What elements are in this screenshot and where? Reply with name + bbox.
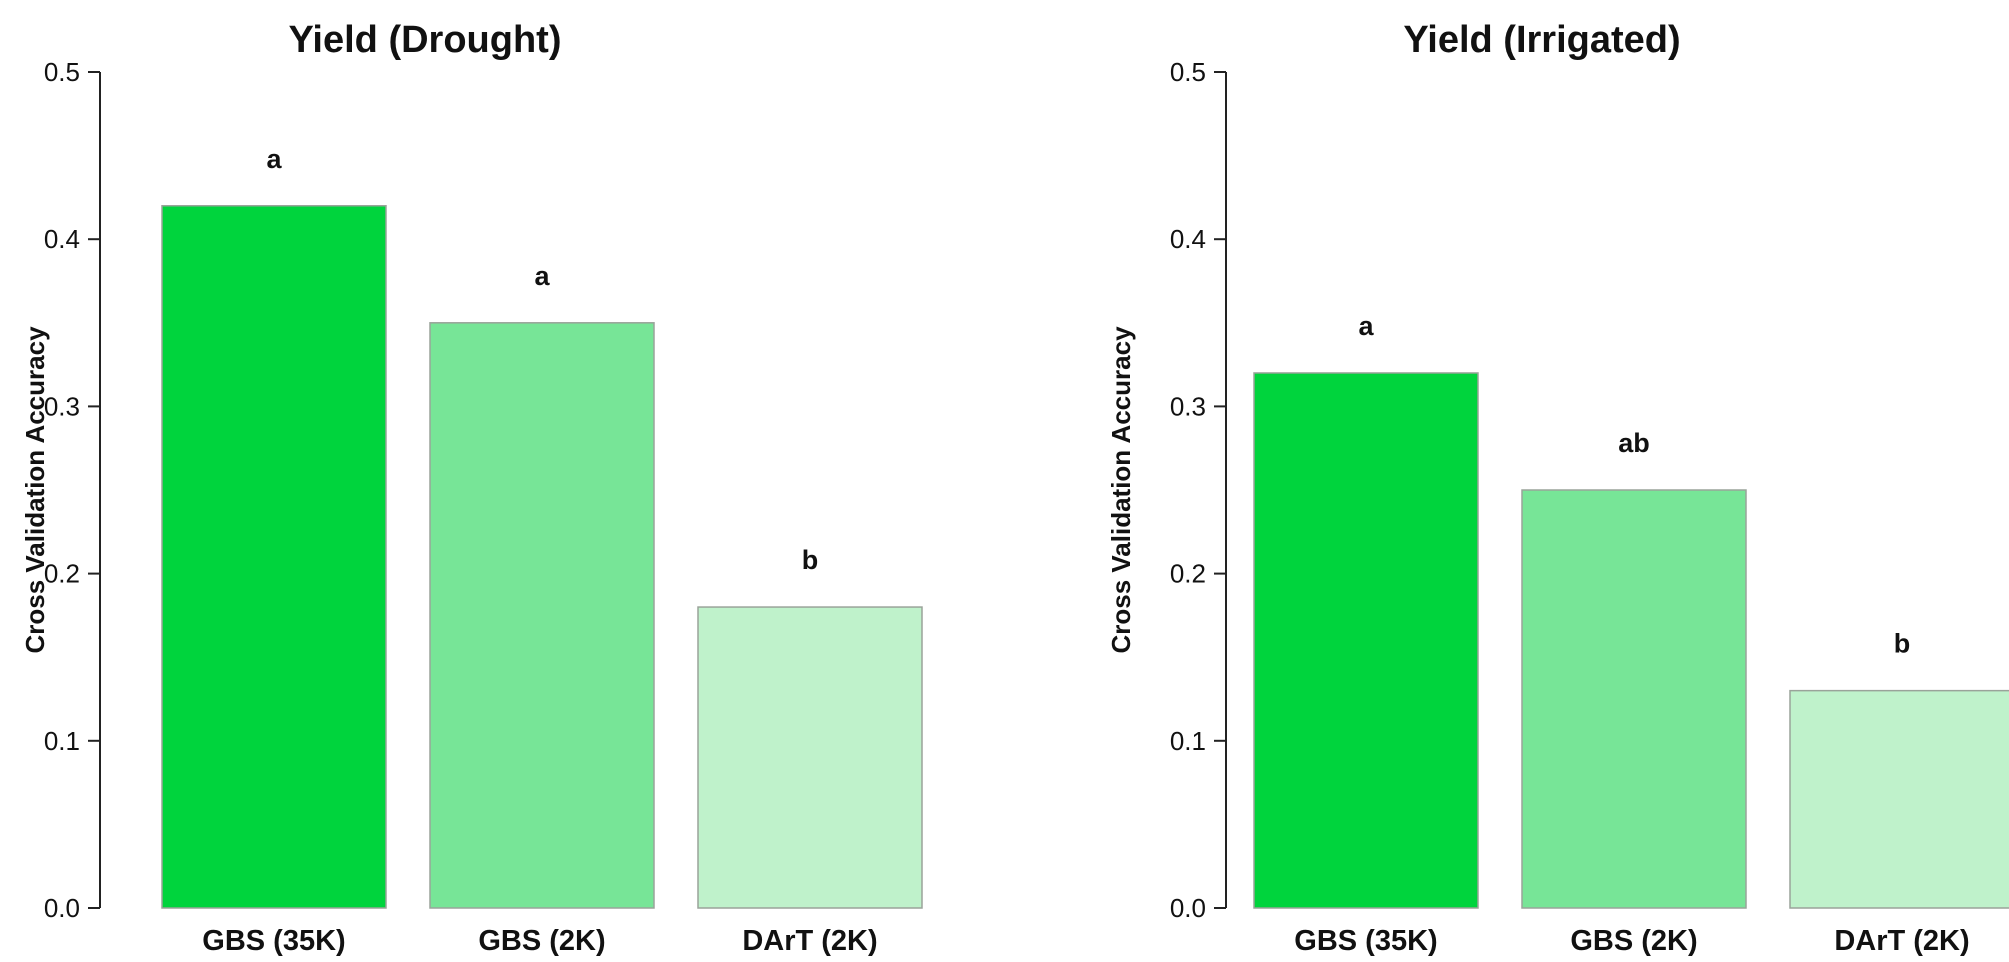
- significance-label: b: [802, 545, 819, 575]
- significance-label: ab: [1618, 428, 1650, 458]
- x-category-label: DArT (2K): [1834, 925, 1969, 957]
- y-tick-label: 0.3: [44, 391, 80, 421]
- y-tick-label: 0.0: [44, 893, 80, 923]
- significance-label: a: [1358, 311, 1374, 341]
- chart-panel-irrigated: Yield (Irrigated) 0.0 0.1 0.2 0.3 0.4 0.5 Cross…: [1106, 19, 2009, 957]
- chart-title: Yield (Irrigated): [1403, 19, 1680, 61]
- y-tick-label: 0.2: [1170, 559, 1206, 589]
- bar-gbs-35k: [161, 205, 387, 909]
- chart-panel-drought: Yield (Drought) 0.0 0.1 0.2 0.3 0.4 0.5 Cross V…: [20, 19, 923, 957]
- x-category-label: DArT (2K): [742, 925, 877, 957]
- x-category-label: GBS (2K): [478, 925, 605, 957]
- significance-label: b: [1894, 629, 1911, 659]
- bar-gbs-35k: [1253, 372, 1479, 909]
- y-axis-label: Cross Validation Accuracy: [1106, 326, 1136, 654]
- bar-gbs-2k: [429, 322, 655, 909]
- y-tick-label: 0.0: [1170, 893, 1206, 923]
- y-tick-label: 0.5: [44, 57, 80, 87]
- y-tick-label: 0.3: [1170, 391, 1206, 421]
- y-tick-label: 0.1: [44, 726, 80, 756]
- y-tick-label: 0.4: [44, 224, 80, 254]
- bar-dart-2k: [697, 606, 923, 909]
- significance-label: a: [534, 261, 550, 291]
- bar-gbs-2k: [1521, 489, 1747, 909]
- x-category-label: GBS (35K): [202, 925, 345, 957]
- x-category-label: GBS (35K): [1294, 925, 1437, 957]
- significance-label: a: [266, 144, 282, 174]
- y-tick-label: 0.1: [1170, 726, 1206, 756]
- y-tick-label: 0.4: [1170, 224, 1206, 254]
- y-tick-label: 0.2: [44, 559, 80, 589]
- x-category-label: GBS (2K): [1570, 925, 1697, 957]
- bar-dart-2k: [1789, 689, 2009, 909]
- y-axis-label: Cross Validation Accuracy: [20, 326, 50, 654]
- chart-title: Yield (Drought): [289, 19, 562, 61]
- y-tick-label: 0.5: [1170, 57, 1206, 87]
